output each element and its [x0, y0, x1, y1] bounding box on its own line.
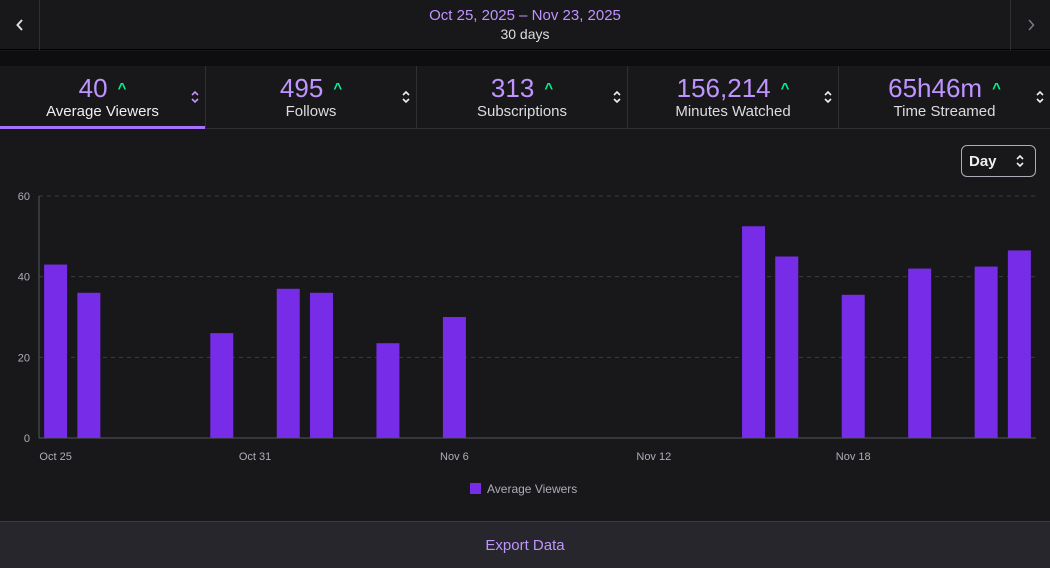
bar	[309, 292, 333, 438]
tab-minutes-watched[interactable]: 156,214 ^ Minutes Watched	[628, 66, 839, 128]
tab-follows[interactable]: 495 ^ Follows	[206, 66, 417, 128]
date-navigation: Oct 25, 2025 – Nov 23, 2025 30 days	[0, 0, 1050, 50]
x-tick-label: Nov 12	[636, 451, 671, 463]
y-tick-label: 20	[18, 352, 30, 364]
date-days: 30 days	[500, 25, 550, 42]
chevron-right-icon	[1027, 19, 1035, 31]
sort-icon[interactable]	[402, 90, 410, 104]
trend-up-icon: ^	[333, 79, 343, 97]
metric-tabs: 40 ^ Average Viewers 495 ^ Follows 313 ^…	[0, 66, 1050, 129]
y-tick-label: 40	[18, 272, 30, 284]
x-tick-label: Nov 18	[836, 451, 871, 463]
y-tick-label: 60	[18, 191, 30, 203]
bar	[974, 266, 998, 438]
bar	[210, 333, 234, 438]
chevron-left-icon	[15, 19, 23, 31]
tab-average-viewers[interactable]: 40 ^ Average Viewers	[0, 66, 206, 129]
bar	[376, 343, 400, 438]
average-viewers-chart: 0 20 40 60 Oct 25 Oct 31 Nov 6 Nov 12 Nov 18 Aver…	[18, 191, 1036, 496]
period-select-value: Day	[969, 152, 997, 170]
chart-panel: 0 20 40 60 Oct 25 Oct 31 Nov 6 Nov 12 Nov 18 Aver…	[0, 129, 1050, 521]
legend-label: Average Viewers	[487, 482, 577, 496]
bar	[841, 294, 865, 438]
x-tick-label: Nov 6	[440, 451, 469, 463]
metric-value: 495	[279, 72, 324, 103]
next-period-button[interactable]	[1010, 0, 1050, 50]
bar	[44, 264, 68, 438]
sort-icon[interactable]	[613, 90, 621, 104]
tab-time-streamed[interactable]: 65h46m ^ Time Streamed	[839, 66, 1050, 128]
sort-icon[interactable]	[824, 90, 832, 104]
y-tick-label: 0	[24, 433, 30, 445]
metric-value: 313	[490, 72, 535, 103]
metric-label: Average Viewers	[46, 102, 159, 120]
trend-up-icon: ^	[544, 79, 554, 97]
bar	[276, 288, 300, 438]
bar	[1007, 250, 1031, 438]
period-select[interactable]: Day	[961, 145, 1036, 177]
x-tick-label: Oct 31	[239, 451, 271, 463]
trend-up-icon: ^	[992, 79, 1001, 97]
metric-label: Follows	[285, 102, 337, 120]
footer: Export Data	[0, 521, 1050, 568]
tab-subscriptions[interactable]: 313 ^ Subscriptions	[417, 66, 628, 128]
x-tick-label: Oct 25	[39, 451, 71, 463]
bar	[775, 256, 799, 438]
separator	[0, 51, 1050, 66]
metric-value: 156,214	[676, 72, 771, 103]
metric-label: Minutes Watched	[675, 102, 791, 120]
legend-swatch	[470, 483, 481, 494]
bar	[442, 317, 466, 438]
date-range: Oct 25, 2025 – Nov 23, 2025	[429, 6, 621, 24]
bar	[742, 226, 766, 438]
bar	[908, 268, 932, 438]
previous-period-button[interactable]	[0, 0, 40, 50]
metric-value: 65h46m	[888, 72, 983, 103]
trend-up-icon: ^	[780, 79, 790, 97]
sort-icon[interactable]	[1036, 90, 1044, 104]
metric-label: Subscriptions	[476, 102, 568, 120]
sort-icon[interactable]	[191, 90, 199, 104]
date-range-display: Oct 25, 2025 – Nov 23, 2025 30 days	[40, 0, 1010, 49]
metric-label: Time Streamed	[893, 102, 996, 120]
metric-value: 40	[78, 72, 108, 103]
export-data-button[interactable]: Export Data	[485, 536, 565, 554]
bar	[77, 292, 101, 438]
select-arrows-icon	[1016, 154, 1024, 168]
trend-up-icon: ^	[117, 79, 127, 97]
